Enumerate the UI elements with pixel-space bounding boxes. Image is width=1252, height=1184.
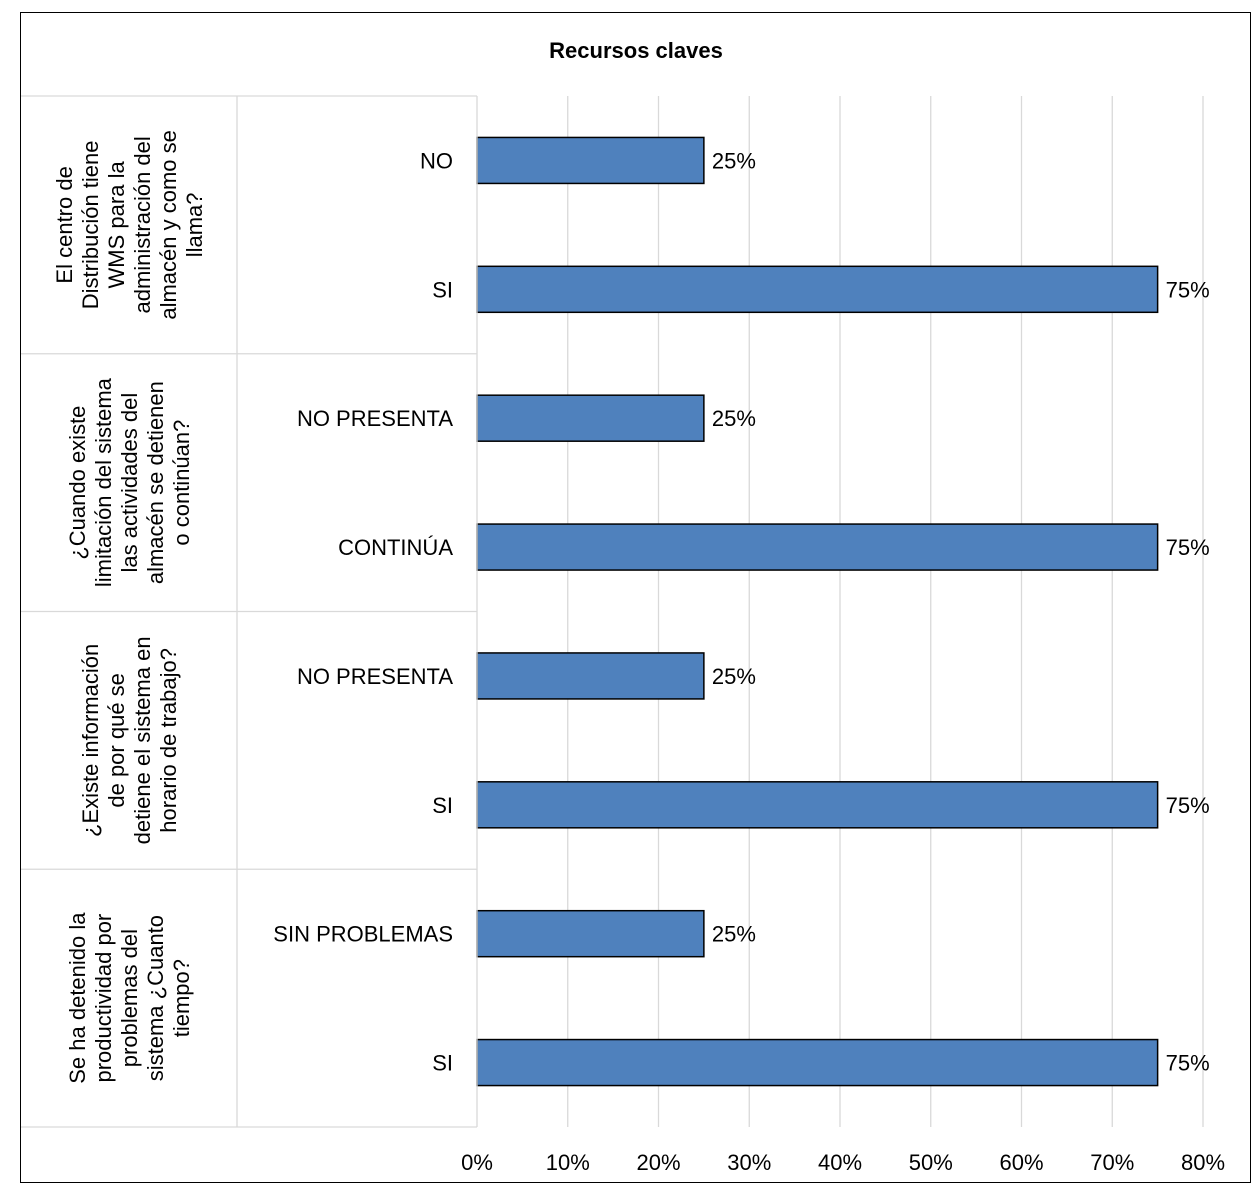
category-label: NO PRESENTA bbox=[297, 406, 453, 431]
group-dividers bbox=[21, 95, 477, 1128]
category-label: SI bbox=[432, 277, 453, 302]
x-tick-label: 70% bbox=[1090, 1150, 1134, 1175]
x-tick-label: 60% bbox=[999, 1150, 1043, 1175]
data-label: 25% bbox=[712, 406, 756, 431]
x-tick-label: 30% bbox=[727, 1150, 771, 1175]
category-label: SI bbox=[432, 1051, 453, 1076]
data-label: 25% bbox=[712, 148, 756, 173]
data-label: 75% bbox=[1166, 535, 1210, 560]
data-label: 25% bbox=[712, 922, 756, 947]
chart-title: Recursos claves bbox=[549, 38, 723, 63]
x-tick-label: 0% bbox=[461, 1150, 493, 1175]
x-tick-label: 20% bbox=[636, 1150, 680, 1175]
category-label: SI bbox=[432, 793, 453, 818]
category-label: NO bbox=[420, 148, 453, 173]
bar bbox=[476, 523, 1159, 571]
data-label: 75% bbox=[1166, 277, 1210, 302]
bar bbox=[476, 909, 705, 958]
bar bbox=[476, 394, 705, 442]
chart-frame bbox=[20, 12, 1251, 1183]
category-label: SIN PROBLEMAS bbox=[273, 922, 453, 947]
group-label: El centro deDistribución tieneWMS para l… bbox=[52, 130, 207, 320]
bar bbox=[476, 136, 705, 185]
bars bbox=[476, 136, 1159, 1087]
data-labels: 25% 75% 25% 75% 25% 75% 25% 75% bbox=[712, 148, 1210, 1075]
x-tick-label: 80% bbox=[1181, 1150, 1225, 1175]
x-tick-label: 40% bbox=[818, 1150, 862, 1175]
group-labels: El centro deDistribución tieneWMS para l… bbox=[52, 130, 207, 1084]
bar bbox=[476, 652, 705, 700]
data-label: 25% bbox=[712, 664, 756, 689]
x-axis: 0% 10% 20% 30% 40% 50% 60% 70% 80% bbox=[461, 96, 1225, 1175]
group-label: Se ha detenido laproductividad porproble… bbox=[65, 912, 194, 1084]
group-label: ¿Existe informaciónde por qué sedetiene … bbox=[78, 636, 181, 844]
x-tick-label: 10% bbox=[546, 1150, 590, 1175]
group-label: ¿Cuando existelimitación del sistemalas … bbox=[65, 377, 194, 587]
data-label: 75% bbox=[1166, 1051, 1210, 1076]
category-label: CONTINÚA bbox=[338, 535, 453, 560]
data-label: 75% bbox=[1166, 793, 1210, 818]
bar bbox=[476, 1038, 1159, 1087]
x-tick-label: 50% bbox=[909, 1150, 953, 1175]
bar bbox=[476, 781, 1159, 829]
gridlines bbox=[567, 96, 1204, 1127]
bar bbox=[476, 265, 1159, 314]
category-labels: NO SI NO PRESENTA CONTINÚA NO PRESENTA SI SIN … bbox=[273, 148, 453, 1075]
category-label: NO PRESENTA bbox=[297, 664, 453, 689]
